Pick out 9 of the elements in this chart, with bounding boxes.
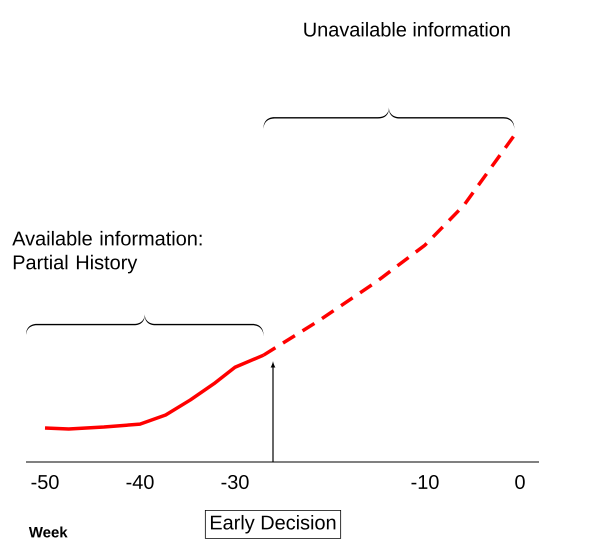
text: Unavailable information [304, 22, 510, 37]
annotation: Available information: Partial History [12, 230, 202, 274]
x-axis-title: Week [28, 526, 68, 538]
x-tick-label: -10 [411, 474, 439, 490]
x-tick-label: -40 [126, 474, 154, 490]
text: Early Decision [210, 514, 336, 534]
x-tick-label: 0 [515, 474, 525, 490]
x-tick-label: -50 [31, 474, 59, 490]
x-tick-label: -30 [221, 474, 249, 490]
